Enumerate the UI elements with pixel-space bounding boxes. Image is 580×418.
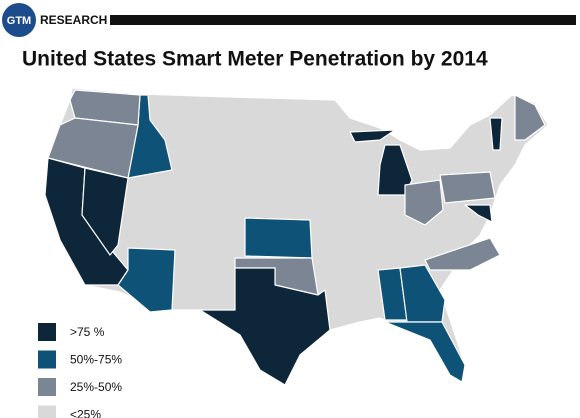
state — [349, 129, 396, 143]
header-bar — [110, 15, 576, 25]
logo-circle — [2, 3, 36, 37]
state — [117, 247, 176, 313]
state — [439, 171, 496, 204]
logo-brand: GTM — [7, 15, 31, 27]
legend-swatch — [38, 350, 56, 369]
legend: >75 % 50%-75% 25%-50% <25% — [38, 323, 122, 418]
state — [81, 167, 129, 256]
us-map — [44, 87, 549, 386]
legend-label: >75 % — [70, 325, 105, 339]
state — [244, 217, 313, 259]
legend-swatch — [38, 405, 56, 418]
state — [514, 94, 546, 141]
legend-label: 50%-75% — [70, 353, 122, 367]
state — [489, 117, 503, 151]
state — [199, 267, 331, 386]
legend-label: 25%-50% — [70, 380, 122, 394]
legend-label: <25% — [70, 408, 101, 418]
legend-swatch — [38, 378, 56, 396]
state — [424, 237, 501, 271]
title: United States Smart Meter Penetration by… — [22, 48, 488, 71]
state — [47, 117, 139, 179]
state — [404, 179, 444, 226]
logo-text: RESEARCH — [40, 13, 107, 27]
legend-swatch — [38, 323, 56, 341]
state — [464, 204, 493, 223]
state — [384, 321, 466, 383]
state — [399, 264, 446, 323]
